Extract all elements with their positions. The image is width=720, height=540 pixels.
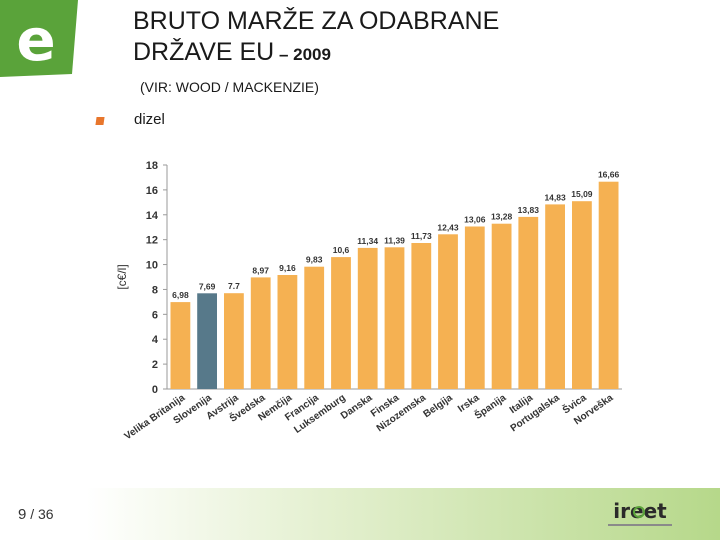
title-line-1: BRUTO MARŽE ZA ODABRANE xyxy=(133,7,500,35)
y-tick-label: 10 xyxy=(146,260,158,272)
y-tick-label: 16 xyxy=(146,185,158,197)
ireet-logo-tagline-bar xyxy=(608,524,672,526)
company-logo: e xyxy=(0,0,78,77)
legend-label: dizel xyxy=(134,111,165,128)
logo-background xyxy=(0,0,78,77)
footer-band xyxy=(0,488,720,540)
y-tick-label: 8 xyxy=(152,284,158,296)
data-label-9: 11,73 xyxy=(411,231,432,241)
bar-16 xyxy=(598,181,619,389)
y-tick-label: 18 xyxy=(146,160,158,172)
data-label-3: 8,97 xyxy=(252,265,269,275)
data-label-12: 13,28 xyxy=(491,212,513,222)
chart-bars xyxy=(170,181,619,389)
bar-4 xyxy=(277,275,298,389)
y-tick-label: 0 xyxy=(152,384,158,396)
bar-1 xyxy=(197,293,217,389)
data-label-7: 11,34 xyxy=(357,236,378,246)
data-label-14: 14,83 xyxy=(544,192,566,202)
ireet-logo-ring xyxy=(633,506,645,518)
bar-12 xyxy=(491,223,512,389)
bar-5 xyxy=(304,266,325,389)
bar-7 xyxy=(357,247,378,389)
y-tick-label: 6 xyxy=(152,309,158,321)
ireet-logo: ireet xyxy=(608,499,672,526)
page-title: BRUTO MARŽE ZA ODABRANE DRŽAVE EU – 2009 xyxy=(133,6,499,70)
logo-letter: e xyxy=(16,6,55,74)
bar-6 xyxy=(331,257,351,389)
bar-8 xyxy=(384,247,405,389)
bar-14 xyxy=(545,204,565,389)
bar-2 xyxy=(224,293,244,389)
page-total: / 36 xyxy=(30,506,54,522)
data-label-6: 10,6 xyxy=(333,245,350,255)
title-line-2-main: DRŽAVE EU xyxy=(133,38,275,66)
y-tick-label: 12 xyxy=(146,235,158,247)
data-label-10: 12,43 xyxy=(437,222,459,232)
y-tick-label: 2 xyxy=(152,359,158,371)
bar-9 xyxy=(411,243,432,389)
data-label-15: 15,09 xyxy=(571,189,593,199)
page-number: 9 / 36 xyxy=(18,506,54,523)
data-label-16: 16,66 xyxy=(598,170,620,180)
data-label-8: 11,39 xyxy=(384,235,405,245)
data-label-1: 7,69 xyxy=(199,281,216,291)
y-tick-label: 14 xyxy=(146,210,159,222)
data-label-4: 9,16 xyxy=(279,263,296,273)
y-tick-label: 4 xyxy=(152,334,159,346)
page-current: 9 xyxy=(18,506,27,523)
y-axis-label: [c€/l] xyxy=(115,264,129,289)
category-label-12: Španija xyxy=(472,391,509,422)
bar-10 xyxy=(438,234,458,389)
data-label-13: 13,83 xyxy=(518,205,540,215)
bar-15 xyxy=(572,201,592,389)
bar-0 xyxy=(170,302,191,389)
source-subtitle: (VIR: WOOD / MACKENZIE) xyxy=(140,79,319,95)
bar-13 xyxy=(518,216,539,389)
category-label-10: Belgija xyxy=(422,392,456,420)
ireet-logo-text: ireet xyxy=(613,499,667,523)
data-label-0: 6,98 xyxy=(172,290,189,300)
bar-3 xyxy=(250,277,271,389)
data-label-2: 7.7 xyxy=(228,281,240,291)
bar-11 xyxy=(464,226,485,389)
data-label-11: 13,06 xyxy=(464,215,486,225)
data-label-5: 9,83 xyxy=(306,255,323,265)
title-line-2: DRŽAVE EU – 2009 xyxy=(133,37,499,70)
title-line-2-year: – 2009 xyxy=(274,45,331,64)
